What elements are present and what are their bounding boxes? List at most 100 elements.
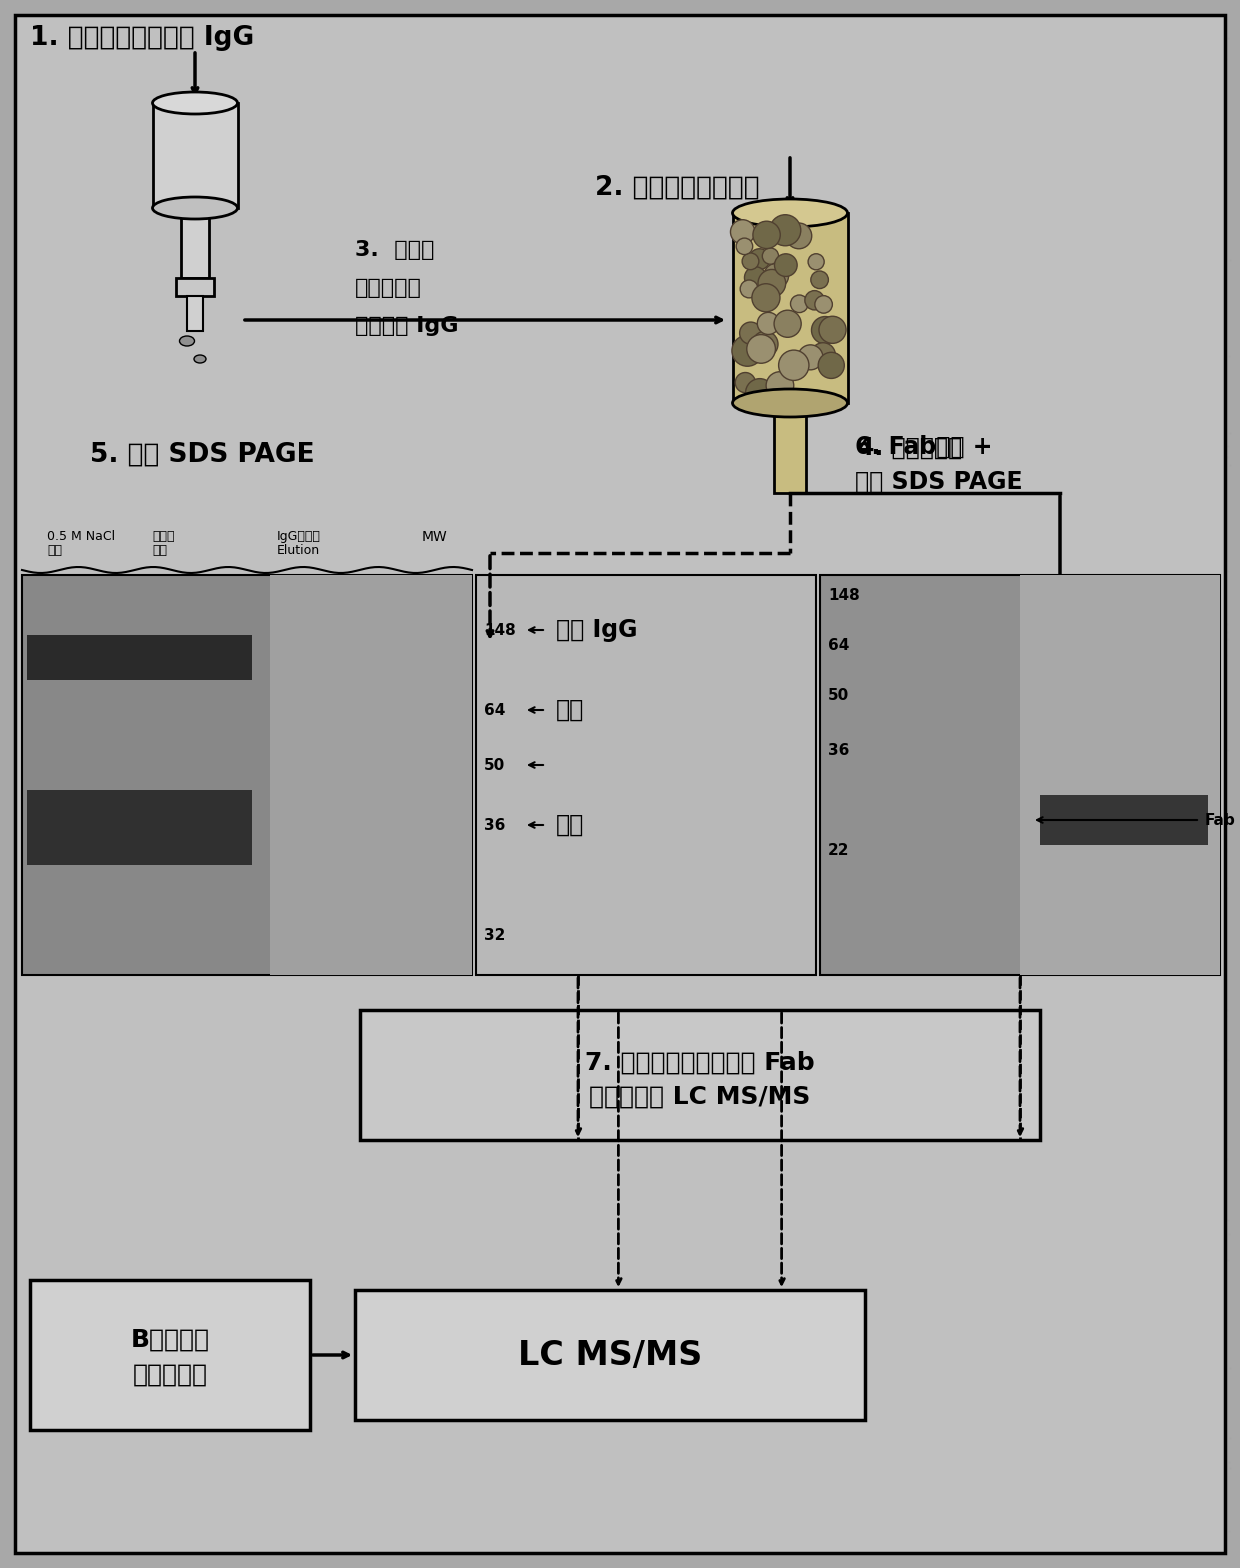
Point bbox=[968, 47, 988, 72]
Point bbox=[1074, 1427, 1094, 1452]
Point bbox=[677, 136, 697, 162]
Point bbox=[1003, 499, 1023, 524]
Point bbox=[573, 263, 593, 289]
Point bbox=[1034, 108, 1054, 133]
Point bbox=[520, 163, 539, 188]
Point bbox=[835, 1101, 854, 1126]
Point bbox=[285, 729, 305, 754]
Point bbox=[1112, 406, 1132, 431]
Point bbox=[1024, 362, 1044, 387]
Point bbox=[40, 889, 60, 914]
Point bbox=[815, 118, 835, 143]
Point bbox=[955, 337, 975, 362]
Point bbox=[703, 580, 723, 605]
Point bbox=[637, 44, 657, 69]
Point bbox=[130, 887, 150, 913]
Point bbox=[847, 845, 867, 870]
Point bbox=[153, 691, 172, 717]
Point bbox=[1092, 384, 1112, 409]
Point bbox=[847, 1507, 867, 1532]
Point bbox=[286, 45, 306, 71]
Point bbox=[678, 230, 698, 256]
Point bbox=[141, 1032, 161, 1057]
Point bbox=[1123, 55, 1143, 80]
Point bbox=[477, 488, 497, 513]
Point bbox=[156, 707, 176, 732]
Point bbox=[525, 1076, 544, 1101]
Point bbox=[698, 798, 718, 823]
Point bbox=[603, 1069, 622, 1094]
Point bbox=[970, 337, 990, 362]
Point bbox=[1216, 839, 1236, 864]
Point bbox=[598, 519, 618, 544]
Point bbox=[412, 179, 432, 204]
Point bbox=[399, 1168, 419, 1193]
Point bbox=[775, 759, 795, 784]
Point bbox=[869, 996, 889, 1021]
Point bbox=[43, 417, 63, 442]
Point bbox=[207, 82, 227, 107]
Point bbox=[348, 612, 368, 637]
Point bbox=[549, 1435, 569, 1460]
Point bbox=[909, 521, 929, 546]
Point bbox=[185, 840, 205, 866]
Point bbox=[327, 1411, 347, 1436]
Point bbox=[1043, 826, 1063, 851]
Point bbox=[1089, 348, 1109, 373]
Point bbox=[81, 205, 100, 230]
Point bbox=[77, 1485, 97, 1510]
Point bbox=[973, 1425, 993, 1450]
Point bbox=[957, 1107, 977, 1132]
Point bbox=[1145, 596, 1164, 621]
Point bbox=[88, 1178, 108, 1203]
Point bbox=[1174, 1493, 1194, 1518]
Point bbox=[905, 644, 925, 670]
Point bbox=[947, 223, 967, 248]
Point bbox=[1183, 701, 1203, 726]
Point bbox=[618, 1300, 637, 1325]
Point bbox=[455, 828, 475, 853]
FancyBboxPatch shape bbox=[27, 790, 252, 866]
Point bbox=[510, 1168, 529, 1193]
Point bbox=[467, 83, 487, 108]
Point bbox=[714, 599, 734, 624]
Point bbox=[784, 844, 804, 869]
Point bbox=[585, 616, 605, 641]
Point bbox=[38, 691, 58, 717]
Point bbox=[686, 1165, 706, 1190]
Point bbox=[10, 1240, 30, 1265]
Point bbox=[24, 789, 43, 814]
Point bbox=[388, 403, 408, 428]
Point bbox=[150, 1350, 170, 1375]
Point bbox=[193, 1123, 213, 1148]
Point bbox=[1182, 72, 1202, 97]
Point bbox=[451, 815, 471, 840]
Point bbox=[1167, 1298, 1187, 1323]
Point bbox=[181, 847, 201, 872]
Point bbox=[148, 350, 167, 375]
Point bbox=[645, 245, 665, 270]
Point bbox=[443, 707, 463, 732]
Point bbox=[782, 561, 802, 586]
Point bbox=[1216, 619, 1236, 644]
Point bbox=[1122, 1435, 1142, 1460]
Point bbox=[170, 931, 190, 956]
Text: 50: 50 bbox=[828, 687, 849, 702]
Point bbox=[600, 1309, 620, 1334]
Point bbox=[1100, 1283, 1120, 1308]
Point bbox=[420, 881, 440, 906]
Point bbox=[29, 652, 48, 677]
Point bbox=[1149, 212, 1169, 237]
Point bbox=[94, 547, 114, 572]
Point bbox=[723, 370, 743, 395]
Point bbox=[620, 1215, 640, 1240]
Point bbox=[577, 851, 596, 877]
Point bbox=[916, 886, 936, 911]
Point bbox=[1123, 64, 1143, 89]
Point bbox=[787, 1156, 807, 1181]
Point bbox=[987, 803, 1007, 828]
Circle shape bbox=[799, 345, 823, 370]
Point bbox=[185, 1405, 205, 1430]
Point bbox=[326, 989, 346, 1014]
Point bbox=[289, 891, 309, 916]
